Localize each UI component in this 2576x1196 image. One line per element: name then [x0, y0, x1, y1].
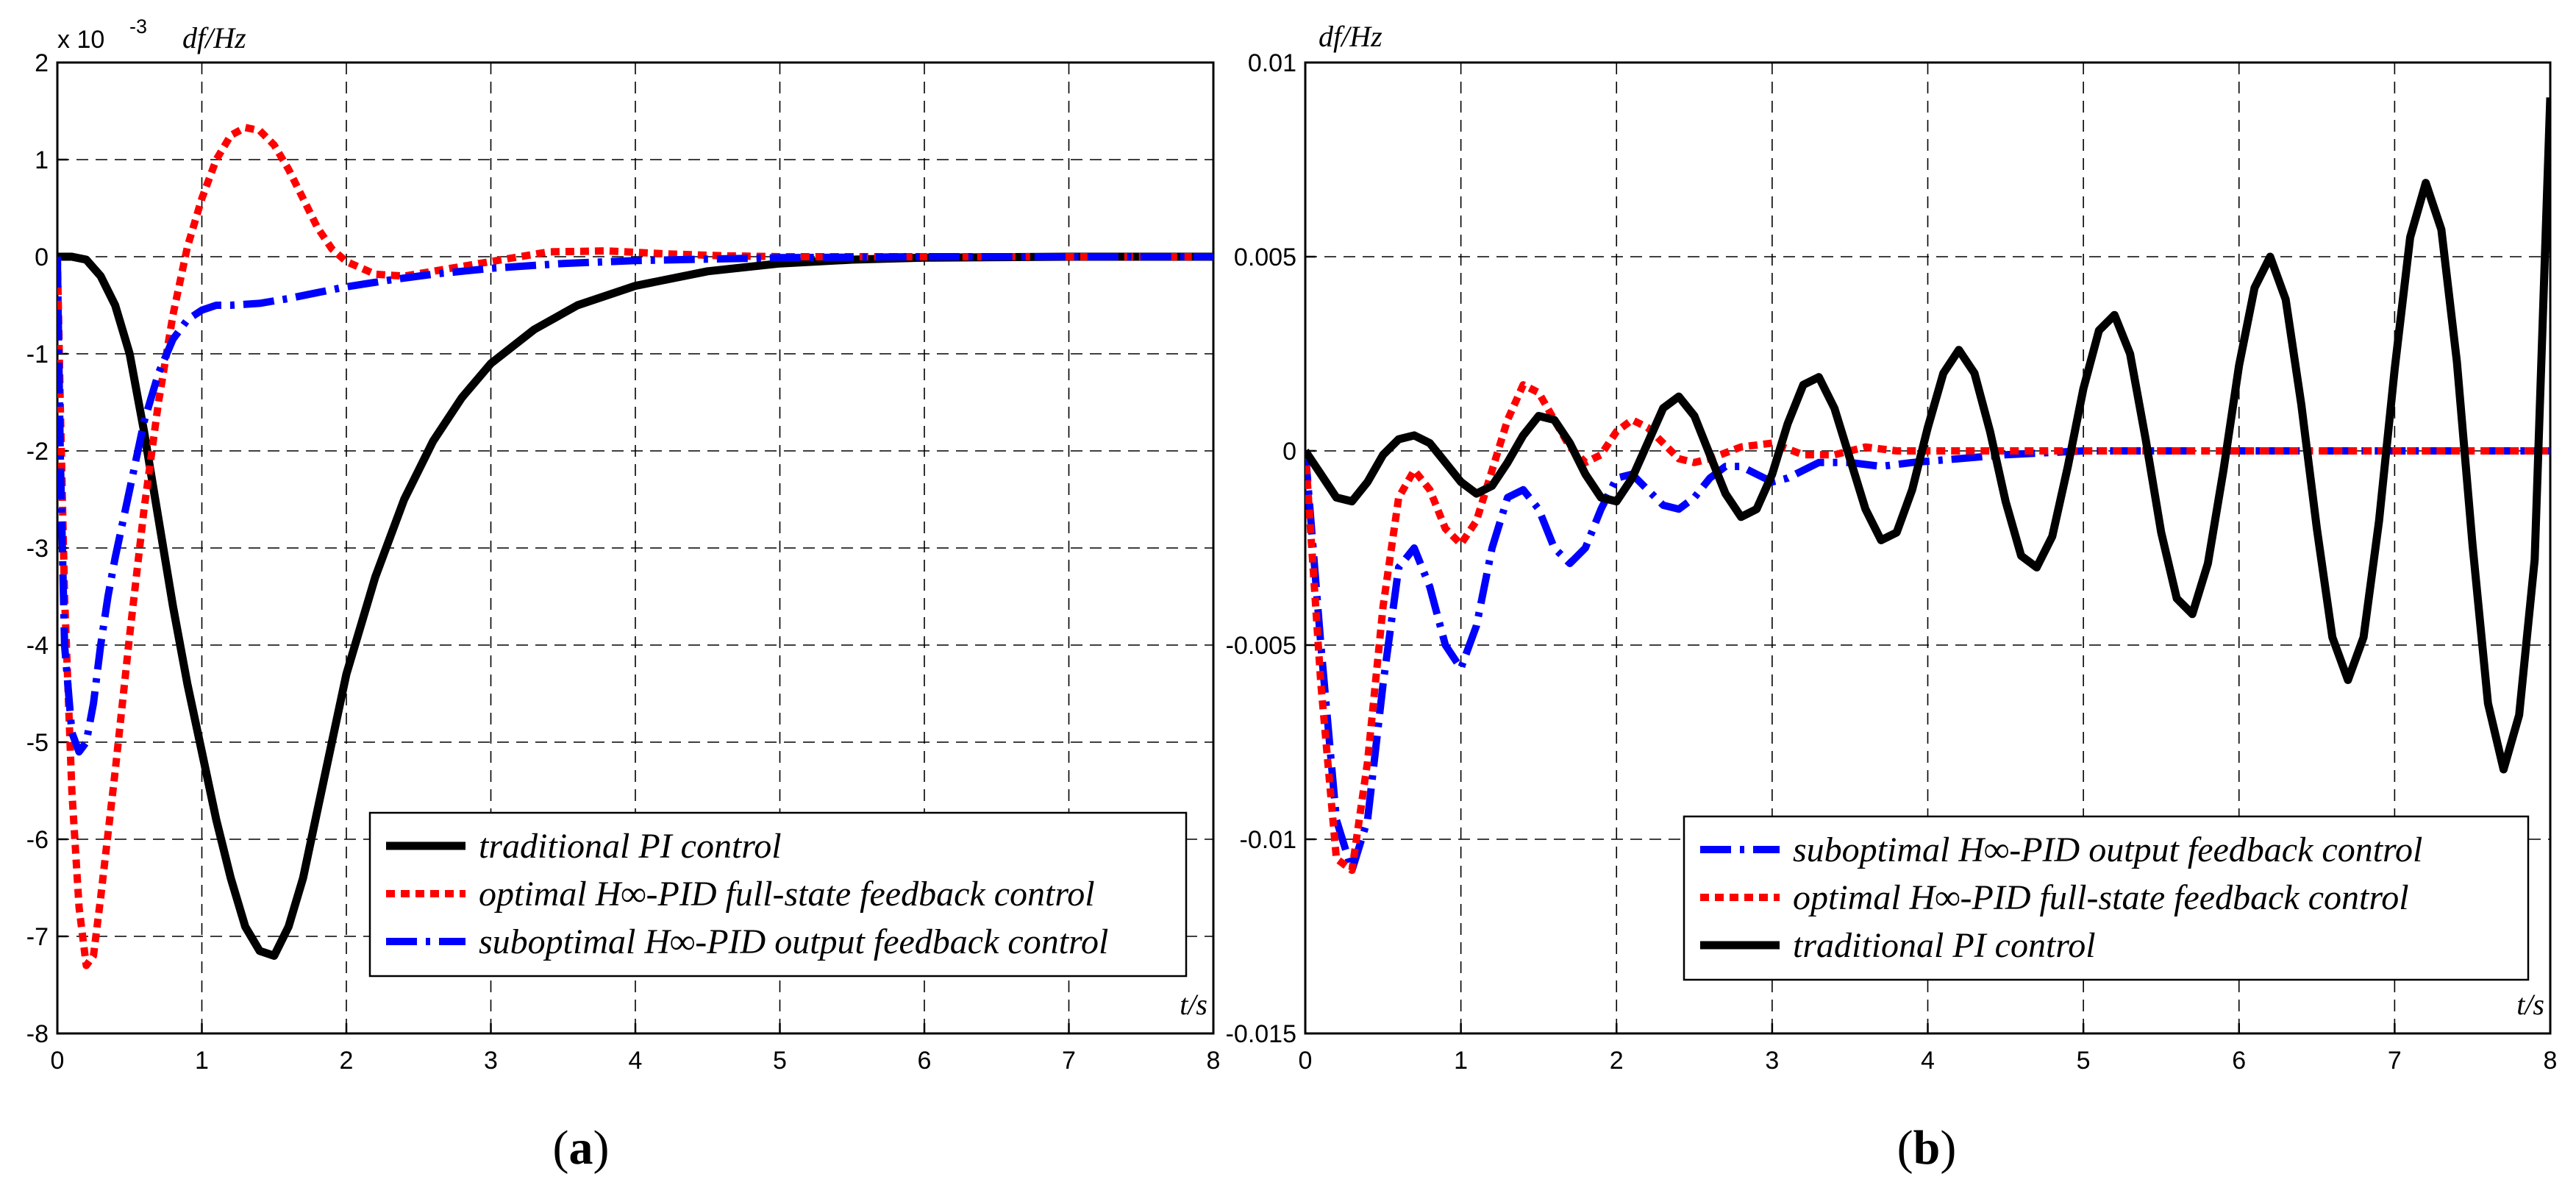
y-tick-label: -5	[26, 729, 49, 757]
y-tick-label: -0.005	[1226, 632, 1296, 660]
x-axis-label: t/s	[2516, 988, 2544, 1021]
y-exponent-label: -3	[129, 15, 147, 38]
legend-label-optimal: optimal H∞-PID full-state feedback contr…	[1793, 878, 2409, 917]
x-tick-label: 5	[2077, 1047, 2091, 1075]
legend-label-suboptimal: suboptimal H∞-PID output feedback contro…	[479, 922, 1108, 961]
y-tick-label: -0.01	[1240, 826, 1297, 854]
y-tick-label: -6	[26, 826, 49, 854]
x-tick-label: 4	[629, 1047, 643, 1075]
x-tick-label: 2	[340, 1047, 354, 1075]
panel-paren-open: (	[1897, 1121, 1913, 1175]
x-tick-label: 1	[195, 1047, 209, 1075]
y-tick-label: -3	[26, 535, 49, 563]
y-multiplier-label: x 10	[57, 26, 104, 54]
y-tick-label: -2	[26, 438, 49, 466]
legend-label-optimal: optimal H∞-PID full-state feedback contr…	[479, 875, 1095, 914]
panel-paren-close: )	[593, 1121, 610, 1175]
y-tick-label: -1	[26, 341, 49, 369]
y-tick-label: 1	[35, 146, 49, 174]
y-tick-label: -4	[26, 632, 49, 660]
panel-letter: a	[569, 1121, 593, 1175]
x-tick-label: 0	[51, 1047, 65, 1075]
x-tick-label: 6	[918, 1047, 932, 1075]
x-tick-label: 1	[1454, 1047, 1468, 1075]
series-line-optimal	[57, 124, 1213, 969]
chart-a: 0 1 2 3 4 5 6 7 8 2 1 0 -1 -2 -3 -4 -5 -6 -7 -8 x 10 -3 df/Hz t…	[26, 15, 1221, 1175]
legend-label-traditional: traditional PI control	[479, 827, 782, 866]
y-axis-label: df/Hz	[1319, 20, 1382, 53]
panel-letter: b	[1913, 1121, 1941, 1175]
y-tick-label: 0.005	[1234, 243, 1296, 271]
y-tick-label: -7	[26, 923, 49, 951]
y-axis-label: df/Hz	[182, 21, 246, 54]
chart-b: 0 1 2 3 4 5 6 7 8 0.01 0.005 0 -0.005 -0.01 -0.015 df/H…	[1226, 20, 2558, 1175]
x-tick-label: 3	[484, 1047, 498, 1075]
panel-label: (b)	[1897, 1121, 1957, 1175]
series-line-traditional	[1305, 97, 2550, 774]
x-tick-label: 5	[773, 1047, 787, 1075]
series-line-optimal	[1305, 381, 2550, 875]
y-tick-label: 0	[35, 243, 49, 271]
x-tick-label: 7	[2388, 1047, 2402, 1075]
legend-box	[1683, 815, 2530, 981]
x-tick-label: 8	[1207, 1047, 1221, 1075]
panel-paren-close: )	[1940, 1121, 1956, 1175]
y-tick-label: 0.01	[1248, 49, 1296, 77]
panel-label: (a)	[553, 1121, 610, 1175]
x-axis-label: t/s	[1180, 988, 1207, 1021]
panel-paren-open: (	[553, 1121, 569, 1175]
y-tick-label: -0.015	[1226, 1020, 1296, 1048]
legend-label-suboptimal: suboptimal H∞-PID output feedback contro…	[1793, 830, 2422, 869]
x-tick-label: 4	[1921, 1047, 1935, 1075]
y-tick-label: 0	[1282, 438, 1296, 466]
x-tick-label: 7	[1062, 1047, 1076, 1075]
x-tick-label: 0	[1299, 1047, 1313, 1075]
y-tick-label: 2	[35, 49, 49, 77]
x-tick-label: 6	[2232, 1047, 2246, 1075]
legend-label-traditional: traditional PI control	[1793, 926, 2096, 965]
series-line-suboptimal	[57, 253, 1213, 756]
y-tick-label: -8	[26, 1020, 49, 1048]
legend-box	[368, 811, 1188, 978]
x-tick-label: 3	[1765, 1047, 1779, 1075]
x-tick-label: 2	[1610, 1047, 1624, 1075]
series-line-traditional	[57, 252, 1213, 960]
x-tick-label: 8	[2544, 1047, 2558, 1075]
